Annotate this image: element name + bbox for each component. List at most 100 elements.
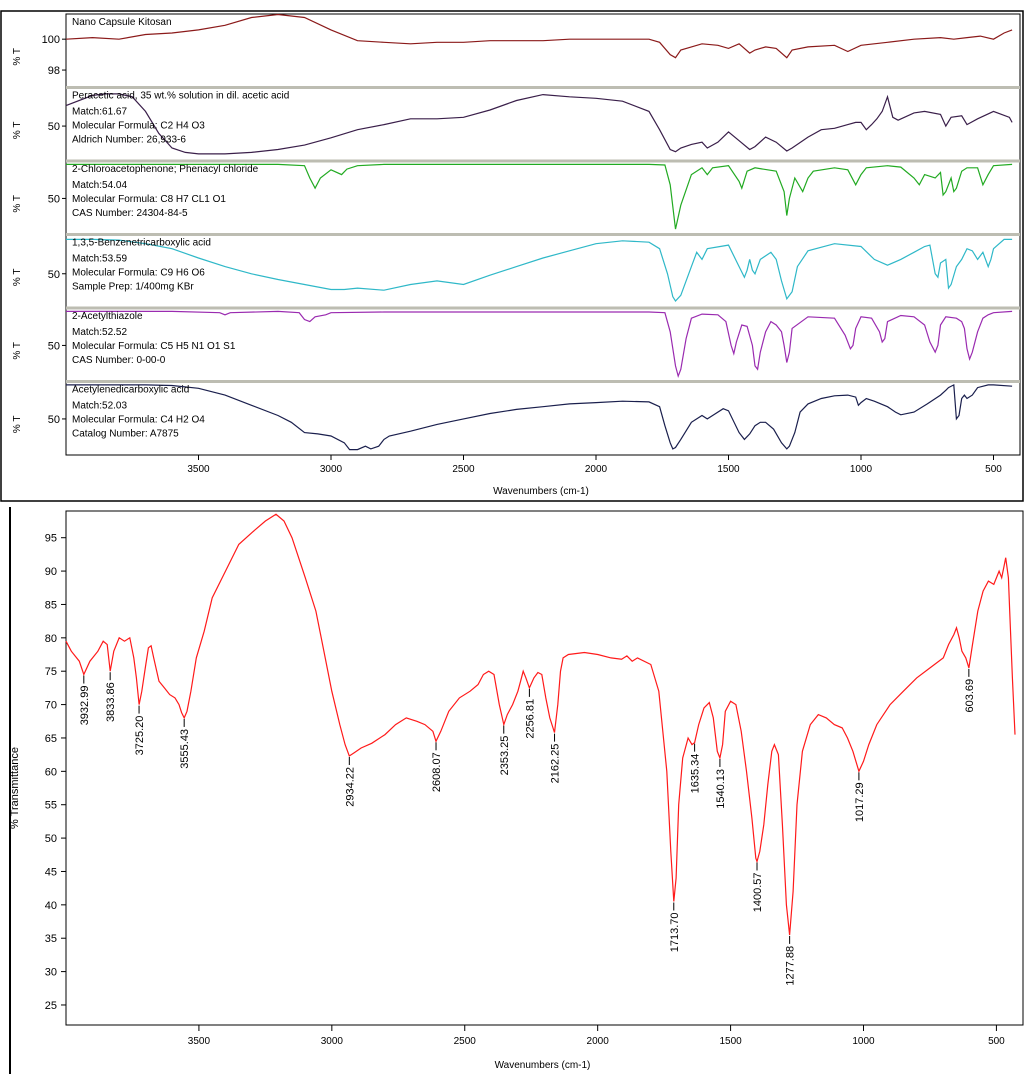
top-x-tick-label: 500 (985, 464, 1002, 475)
peak-annotation: 2162.25 (550, 733, 562, 784)
panel-y-tick-label: 100 (42, 34, 60, 46)
panel-y-axis-label: % T (12, 48, 23, 66)
top-x-tick-label: 2500 (452, 464, 475, 475)
peak-annotation: 2934.22 (344, 756, 356, 807)
bottom-x-tick-label: 1000 (852, 1036, 875, 1047)
peak-label: 3725.20 (134, 716, 146, 756)
panel-info-line: Match:53.59 (72, 254, 127, 265)
peak-label: 2256.81 (524, 699, 536, 739)
panel-info-line: Match:54.04 (72, 180, 127, 191)
bottom-y-tick-label: 40 (45, 900, 57, 912)
bottom-y-tick-label: 55 (45, 800, 57, 812)
panel-info-line: Molecular Formula: C9 H6 O6 (72, 268, 205, 279)
panel-info-line: Catalog Number: A7875 (72, 429, 179, 440)
peak-label: 2162.25 (550, 744, 562, 784)
panel-title: Nano Capsule Kitosan (72, 17, 172, 28)
panel-y-tick-label: 50 (48, 193, 60, 205)
panel-y-axis-label: % T (12, 415, 23, 433)
panel-info-line: Match:52.03 (72, 401, 127, 412)
top-frame (0, 10, 1024, 502)
panel-title: 2-Chloroacetophenone; Phenacyl chloride (72, 164, 259, 175)
peak-label: 3833.86 (105, 682, 117, 722)
panel-info-line: Match:61.67 (72, 107, 127, 118)
bottom-plot-frame (65, 510, 1024, 1026)
peak-annotation: 603.69 (964, 668, 976, 713)
peak-annotation: 1017.29 (854, 772, 866, 822)
bottom-y-tick-label: 70 (45, 700, 57, 712)
peak-label: 2608.07 (431, 752, 443, 792)
library-panel-4: 50 % T 2-Acetylthiazole Match:52.52 Molecula… (12, 306, 1020, 379)
panel-info-line: CAS Number: 24304-84-5 (72, 208, 188, 219)
bottom-y-tick-label: 95 (45, 533, 57, 545)
bottom-y-tick-label: 50 (45, 833, 57, 845)
peak-label: 2353.25 (499, 736, 511, 776)
bottom-x-axis-title: Wavenumbers (cm-1) (495, 1060, 591, 1071)
panel-y-axis-label: % T (12, 342, 23, 360)
measured-spectrum-line (65, 513, 1016, 935)
peak-annotation: 1277.88 (785, 935, 797, 986)
library-panel-2: 50 % T 2-Chloroacetophenone; Phenacyl chlo… (12, 159, 1020, 230)
top-x-tick-label: 3000 (320, 464, 343, 475)
top-x-tick-label: 2000 (585, 464, 608, 475)
panel-spectrum-line (66, 383, 1013, 451)
bottom-y-tick-label: 80 (45, 633, 57, 645)
panel-info-line: Sample Prep: 1/400mg KBr (72, 282, 194, 293)
peak-annotation: 1635.34 (690, 743, 702, 794)
peak-annotation: 3725.20 (134, 705, 146, 756)
peak-label: 1017.29 (854, 782, 866, 822)
peak-annotation: 3833.86 (105, 672, 117, 722)
panel-y-axis-label: % T (12, 121, 23, 139)
bottom-x-tick-label: 1500 (719, 1036, 742, 1047)
panel-info-line: Molecular Formula: C8 H7 CL1 O1 (72, 194, 226, 205)
peak-annotation: 3555.43 (179, 718, 191, 769)
panel-y-tick-label: 50 (48, 340, 60, 352)
peak-label: 1277.88 (785, 946, 797, 986)
peak-label: 1635.34 (690, 754, 702, 794)
panel-y-tick-label: 98 (48, 65, 60, 77)
peak-label: 1400.57 (752, 872, 764, 912)
peak-annotation: 3932.99 (79, 675, 91, 725)
panel-title: 1,3,5-Benzenetricarboxylic acid (72, 238, 211, 249)
bottom-y-tick-label: 25 (45, 1000, 57, 1012)
peak-label: 1713.70 (669, 913, 681, 953)
peak-annotation: 1540.13 (715, 758, 727, 809)
panel-y-tick-label: 50 (48, 414, 60, 426)
panel-spectrum-line (66, 238, 1013, 302)
top-x-tick-label: 3500 (187, 464, 210, 475)
peak-annotation: 2608.07 (431, 742, 443, 792)
panel-spectrum-line (65, 13, 1013, 59)
bottom-y-tick-label: 30 (45, 967, 57, 979)
panel-info-line: Molecular Formula: C4 H2 O4 (72, 415, 205, 426)
bottom-y-tick-label: 75 (45, 666, 57, 678)
peak-annotation: 1713.70 (669, 902, 681, 953)
peak-label: 603.69 (964, 679, 976, 713)
panel-y-tick-label: 50 (48, 121, 60, 133)
bottom-y-tick-label: 90 (45, 566, 57, 578)
panel-title: Acetylenedicarboxylic acid (72, 385, 189, 396)
bottom-y-tick-label: 35 (45, 933, 57, 945)
panel-info-line: Match:52.52 (72, 327, 127, 338)
library-panel-1: 50 % T Peracetic acid, 35 wt.% solution in… (12, 86, 1020, 155)
library-panel-5: 50 % T Acetylenedicarboxylic acid Match:52.… (12, 380, 1020, 451)
top-x-tick-label: 1500 (717, 464, 740, 475)
top-x-axis-title: Wavenumbers (cm-1) (493, 486, 589, 497)
peak-label: 1540.13 (715, 769, 727, 809)
library-panel-3: 50 % T 1,3,5-Benzenetricarboxylic acid Matc… (12, 233, 1020, 302)
top-x-tick-label: 1000 (850, 464, 873, 475)
bottom-x-tick-label: 500 (988, 1036, 1005, 1047)
panel-spectrum-line (66, 163, 1013, 230)
bottom-x-tick-label: 2500 (454, 1036, 477, 1047)
bottom-y-tick-label: 65 (45, 733, 57, 745)
bottom-x-tick-label: 2000 (587, 1036, 610, 1047)
panel-y-tick-label: 50 (48, 269, 60, 281)
bottom-y-tick-label: 60 (45, 766, 57, 778)
panel-y-axis-label: % T (12, 268, 23, 286)
panel-title: Peracetic acid, 35 wt.% solution in dil.… (72, 91, 289, 102)
peak-label: 3555.43 (179, 729, 191, 769)
peak-annotation: 1400.57 (752, 862, 764, 912)
panel-title: 2-Acetylthiazole (72, 311, 143, 322)
panel-spectrum-line (66, 310, 1013, 379)
panel-y-axis-label: % T (12, 195, 23, 213)
